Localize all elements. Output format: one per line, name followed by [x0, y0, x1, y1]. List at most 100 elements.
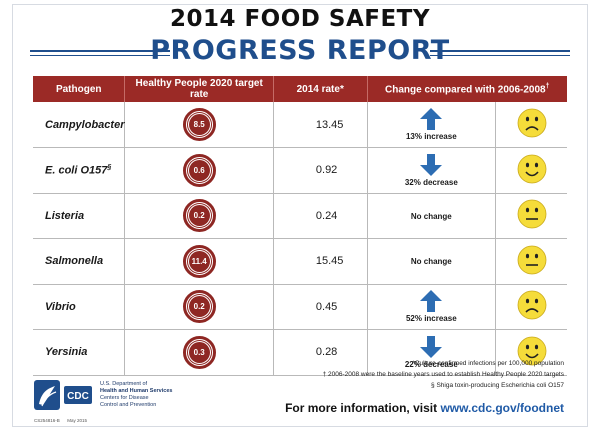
pathogen-cell: Salmonella [33, 238, 126, 285]
target-value: 11.4 [188, 250, 210, 272]
hhs-line-3: Centers for Disease [100, 395, 149, 401]
rate-cell: 0.45 [273, 284, 368, 330]
target-badge: 0.2 [182, 290, 216, 324]
hhs-cdc-logo: CDC [34, 380, 92, 410]
change-cell: No change [367, 238, 497, 285]
arrow-down-icon [420, 335, 443, 358]
pathogen-sup: § [107, 163, 112, 171]
table-row: Listeria 0.2 0.24 No change [33, 193, 567, 239]
change-cell: No change [367, 193, 497, 239]
change-cell: 22% decrease [367, 329, 497, 376]
hhs-line-2: Health and Human Services [100, 388, 173, 394]
pathogen-cell: Campylobacter [33, 102, 126, 148]
target-cell: 0.2 [124, 284, 274, 330]
pathogen-table: Pathogen Healthy People 2020 target rate… [33, 76, 567, 376]
pathogen-name: Campylobacter [45, 118, 125, 131]
table-row: Salmonella 11.4 15.45 No change [33, 238, 567, 285]
change-text: 52% increase [405, 314, 457, 324]
col-header-pathogen: Pathogen [33, 76, 126, 102]
change-text: 32% decrease [404, 177, 458, 187]
mood-cell [495, 102, 567, 148]
target-badge: 0.6 [182, 153, 216, 187]
col-header-change: Change compared with 2006-2008† [367, 76, 567, 102]
cs-date: May 2015 [67, 418, 88, 423]
more-info: For more information, visit www.cdc.gov/… [285, 401, 564, 415]
change-indicator: 22% decrease [404, 335, 458, 369]
target-badge: 0.3 [182, 335, 216, 369]
change-indicator: 52% increase [406, 290, 457, 323]
target-value: 0.2 [188, 205, 210, 227]
change-text: 13% increase [405, 132, 457, 141]
col-header-change-sup: † [545, 82, 550, 90]
rate-cell: 15.45 [273, 238, 368, 285]
target-cell: 0.6 [124, 147, 274, 194]
hhs-cdc-text: U.S. Department of Health and Human Serv… [100, 381, 172, 409]
table-row: Yersinia 0.3 0.28 22% decrease [33, 329, 567, 376]
neutral-face-icon [517, 199, 546, 229]
target-cell: 0.2 [124, 193, 274, 239]
pathogen-name: Salmonella [45, 255, 104, 268]
footnote-stec: § Shiga toxin-producing Escherichia coli… [431, 382, 564, 389]
title-year-line: 2014 FOOD SAFETY [169, 6, 431, 32]
arrow-down-icon [420, 153, 443, 176]
foodnet-link[interactable]: www.cdc.gov/foodnet [440, 401, 564, 415]
neutral-face-icon [517, 245, 546, 275]
title-rule-left [30, 50, 170, 52]
sad-face-icon [517, 290, 546, 320]
change-indicator: 32% decrease [404, 153, 458, 187]
arrow-up-icon [420, 108, 443, 130]
title-main-row: PROGRESS REPORT [30, 35, 570, 69]
pathogen-name: Listeria [45, 209, 85, 222]
table-header-row: Pathogen Healthy People 2020 target rate… [33, 76, 567, 102]
mood-cell [495, 238, 567, 285]
target-value: 8.5 [188, 114, 210, 135]
target-value: 0.3 [188, 341, 210, 363]
table-row: Vibrio 0.2 0.45 52% increase [33, 284, 567, 330]
footnote-baseline: † 2006-2008 were the baseline years used… [322, 371, 564, 378]
change-cell: 52% increase [367, 284, 497, 330]
document-code: CS254816-B May 2015 [34, 418, 87, 423]
change-indicator: No change [411, 257, 452, 266]
pathogen-cell: E. coli O157§ [33, 147, 126, 194]
cs-code: CS254816-B [34, 418, 60, 423]
change-text: No change [410, 211, 452, 221]
change-indicator: No change [411, 212, 452, 221]
title-main: PROGRESS REPORT [150, 35, 450, 66]
col-header-rate: 2014 rate* [273, 76, 368, 102]
happy-face-icon [517, 154, 546, 184]
mood-cell [495, 147, 567, 194]
mood-cell [495, 329, 567, 376]
pathogen-cell: Vibrio [33, 284, 126, 330]
cdc-logo-text: CDC [67, 391, 89, 402]
hhs-line-1: U.S. Department of [100, 381, 148, 387]
pathogen-cell: Listeria [33, 193, 126, 239]
target-badge: 8.5 [182, 108, 216, 141]
target-badge: 0.2 [182, 199, 216, 233]
change-cell: 13% increase [367, 102, 497, 148]
table-row: E. coli O157§ 0.6 0.92 32% decrease [33, 147, 567, 194]
rate-cell: 0.92 [273, 147, 368, 194]
change-indicator: 13% increase [406, 108, 457, 141]
happy-face-icon [517, 336, 546, 366]
pathogen-name: E. coli O157 [45, 164, 108, 177]
change-cell: 32% decrease [367, 147, 497, 194]
title-rule-left-thin [30, 55, 170, 56]
change-text: No change [410, 257, 452, 267]
change-text: 22% decrease [404, 359, 458, 369]
rate-cell: 0.28 [273, 329, 368, 376]
pathogen-name: Yersinia [45, 346, 88, 359]
target-cell: 8.5 [124, 102, 274, 148]
footnote-culture: *Culture-confirmed infections per 100,00… [412, 360, 564, 367]
pathogen-cell: Yersinia [33, 329, 126, 376]
col-header-target: Healthy People 2020 target rate [124, 76, 274, 102]
col-header-change-label: Change compared with 2006-2008 [385, 84, 546, 96]
target-cell: 0.3 [124, 329, 274, 376]
table-row: Campylobacter 8.5 13.45 13% increase [33, 102, 567, 148]
arrow-up-icon [420, 290, 443, 313]
mood-cell [495, 284, 567, 330]
target-badge: 11.4 [182, 244, 216, 278]
hhs-line-4: Control and Prevention [100, 402, 157, 408]
mood-cell [495, 193, 567, 239]
table-body: Campylobacter 8.5 13.45 13% increase E. coli… [33, 102, 567, 376]
pathogen-name: Vibrio [45, 300, 76, 313]
